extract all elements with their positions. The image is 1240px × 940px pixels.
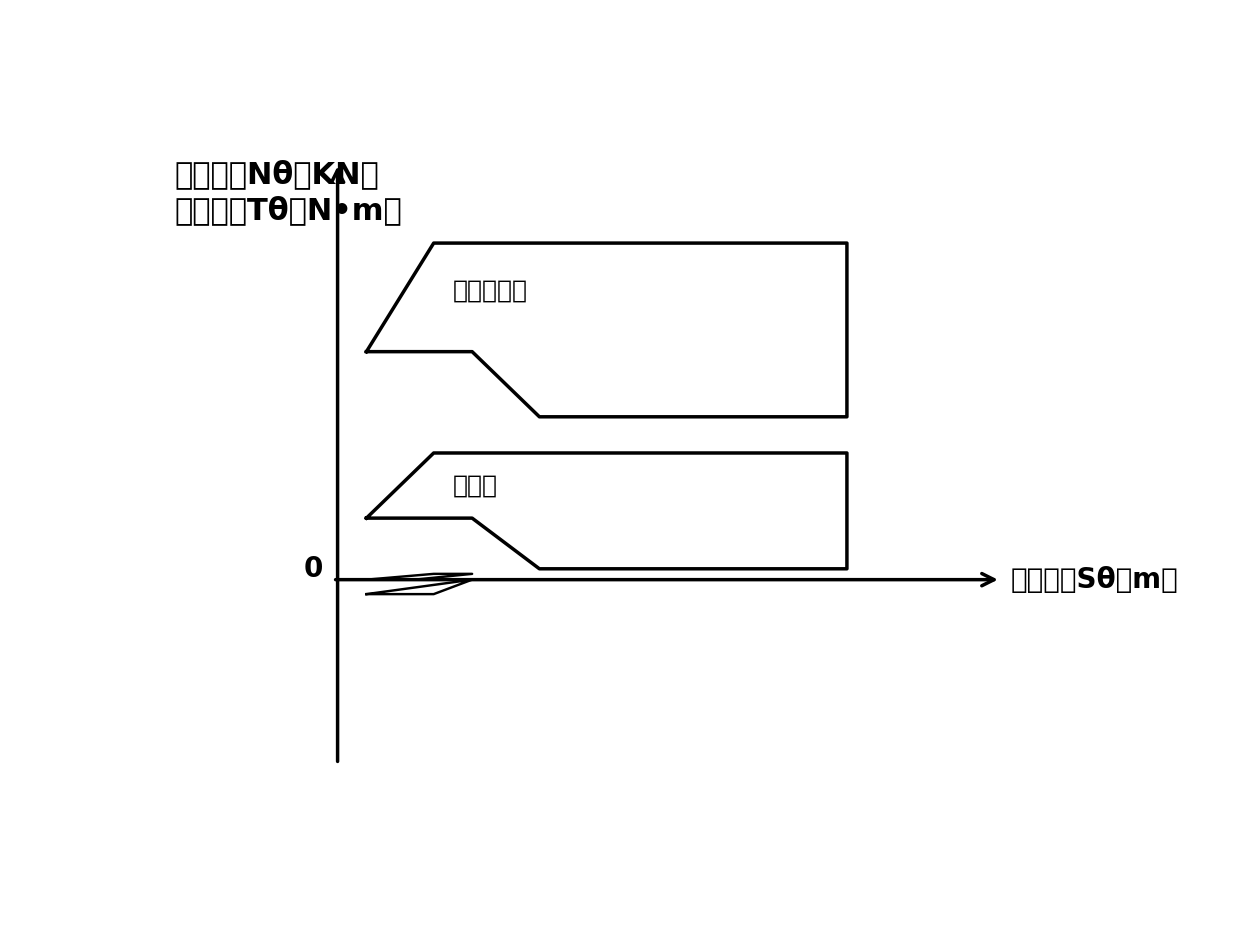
Text: 0: 0 <box>304 555 324 583</box>
Text: 电功图: 电功图 <box>453 474 498 497</box>
Text: 光杆示功图: 光杆示功图 <box>453 278 528 302</box>
Text: 光杆位移Sθ（m）: 光杆位移Sθ（m） <box>1011 566 1178 594</box>
Text: 电机扭矩Tθ（N•m）: 电机扭矩Tθ（N•m） <box>174 196 402 226</box>
Text: 光杆载荷Nθ（KN）: 光杆载荷Nθ（KN） <box>174 160 379 189</box>
